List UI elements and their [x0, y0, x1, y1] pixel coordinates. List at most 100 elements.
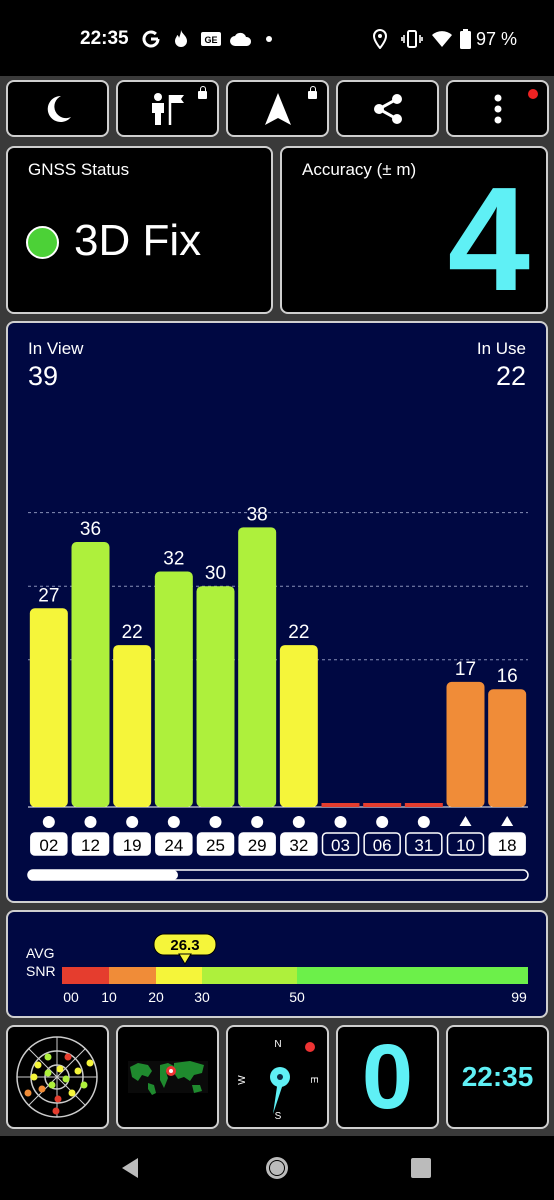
- gnss-status-panel: GNSS Status 3D Fix: [6, 146, 273, 314]
- clock-panel[interactable]: 22:35: [446, 1025, 549, 1129]
- lock-icon: [198, 86, 207, 99]
- gnss-status-title: GNSS Status: [28, 160, 130, 179]
- prn-label-box: [446, 832, 485, 856]
- snr-label-line1: AVG: [26, 945, 55, 961]
- prn-label-box: [71, 832, 110, 856]
- prn-label: 24: [164, 836, 183, 855]
- bar-value-label: 22: [122, 622, 143, 643]
- snr-tick-label: 50: [289, 989, 305, 1005]
- navigation-button[interactable]: [226, 80, 329, 137]
- sky-plot-satellite: [24, 1089, 32, 1097]
- compass-icon: N S E W: [237, 1039, 319, 1122]
- chart-scrollbar-thumb[interactable]: [28, 870, 178, 880]
- accuracy-value: 4: [447, 157, 530, 322]
- person-flag-button[interactable]: [116, 80, 219, 137]
- cloud-icon: [229, 26, 253, 52]
- prn-label-box: [405, 832, 443, 856]
- google-icon: [140, 26, 162, 52]
- dot-icon: [264, 26, 274, 52]
- person-flag-icon: [151, 92, 184, 125]
- snr-tick-label: 20: [148, 989, 164, 1005]
- prn-label: 31: [414, 836, 433, 855]
- bar-value-label: 22: [288, 622, 309, 643]
- sky-plot-satellite: [74, 1067, 82, 1075]
- back-icon[interactable]: [118, 1156, 142, 1180]
- constellation-marker: [42, 816, 55, 828]
- constellation-marker: [84, 816, 97, 828]
- sky-plot-satellite: [44, 1053, 52, 1061]
- snr-bar: [404, 803, 443, 807]
- bar-value-label: 32: [163, 548, 184, 569]
- more-options-button[interactable]: [446, 80, 549, 137]
- bar-value-label: 17: [455, 659, 476, 680]
- prn-label-box: [30, 832, 68, 856]
- share-button[interactable]: [336, 80, 439, 137]
- night-mode-button[interactable]: [6, 80, 109, 137]
- sky-plot-satellite: [80, 1081, 88, 1089]
- snr-scale-segment: [202, 967, 297, 984]
- vibrate-icon: [400, 26, 424, 52]
- bar-value-label: 38: [247, 504, 268, 525]
- gnss-app: GNSS Status 3D Fix Accuracy (± m) 4 In V…: [0, 76, 554, 1136]
- sky-plot-satellite: [64, 1053, 72, 1061]
- recents-icon[interactable]: [410, 1157, 432, 1179]
- snr-scale-segment: [297, 967, 528, 984]
- accuracy-panel: Accuracy (± m) 4: [280, 146, 548, 320]
- prn-label: 10: [456, 836, 475, 855]
- in-use-label: In Use: [476, 339, 526, 358]
- speed-value: 0: [361, 1026, 414, 1128]
- snr-tick-label: 30: [194, 989, 210, 1005]
- snr-bar: [446, 681, 485, 807]
- prn-label: 02: [39, 836, 58, 855]
- avg-snr-panel: AVG SNR 00 10 20 30 50 99 26.3: [6, 910, 548, 1018]
- svg-text:GE: GE: [204, 35, 217, 45]
- prn-label-box: [196, 832, 235, 856]
- snr-tick-label: 10: [101, 989, 117, 1005]
- prn-label: 29: [248, 836, 267, 855]
- prn-label-box: [280, 832, 318, 856]
- sky-plot-satellite: [30, 1073, 38, 1081]
- sky-plot-satellite: [56, 1065, 64, 1073]
- fix-status-dot: [26, 226, 59, 259]
- compass-east: E: [308, 1077, 319, 1084]
- compass-south: S: [275, 1111, 282, 1122]
- prn-label-box: [363, 832, 401, 856]
- snr-bar: [113, 645, 152, 807]
- compass-north: N: [274, 1039, 281, 1050]
- compass-button[interactable]: N S E W: [226, 1025, 329, 1129]
- location-icon: [370, 26, 390, 52]
- fire-icon: [170, 26, 192, 52]
- bar-value-label: 16: [497, 666, 518, 687]
- sky-plot-satellite: [52, 1107, 60, 1115]
- sky-plot-button[interactable]: [6, 1025, 109, 1129]
- sky-plot-satellite: [62, 1075, 70, 1083]
- prn-label: 18: [498, 836, 517, 855]
- home-icon[interactable]: [263, 1154, 291, 1182]
- bar-value-label: 27: [38, 585, 59, 606]
- prn-label: 03: [331, 836, 350, 855]
- sky-plot-satellite: [34, 1061, 42, 1069]
- snr-bar: [154, 571, 193, 807]
- snr-bar: [279, 645, 318, 807]
- prn-label: 06: [373, 836, 392, 855]
- snr-bar: [363, 803, 402, 807]
- sky-plot-satellite: [38, 1085, 46, 1093]
- prn-label: 32: [289, 836, 308, 855]
- status-bar: 22:35 GE 97 %: [0, 0, 554, 76]
- in-view-label: In View: [28, 339, 84, 358]
- speed-panel[interactable]: 0: [336, 1025, 439, 1129]
- constellation-marker: [417, 816, 430, 828]
- world-map-button[interactable]: [116, 1025, 219, 1129]
- prn-label-box: [321, 832, 360, 856]
- snr-bar: [238, 527, 277, 807]
- avg-snr-pointer: [178, 953, 192, 965]
- battery-percent: 97 %: [476, 29, 518, 49]
- share-icon: [373, 93, 402, 124]
- snr-scale: 00 10 20 30 50 99 26.3: [62, 933, 528, 1005]
- prn-label-box: [155, 832, 193, 856]
- prn-label-box: [113, 832, 151, 856]
- sky-plot-satellite: [86, 1059, 94, 1067]
- sky-plot-icon: [16, 1036, 98, 1118]
- constellation-marker: [251, 816, 264, 828]
- constellation-marker: [459, 816, 472, 826]
